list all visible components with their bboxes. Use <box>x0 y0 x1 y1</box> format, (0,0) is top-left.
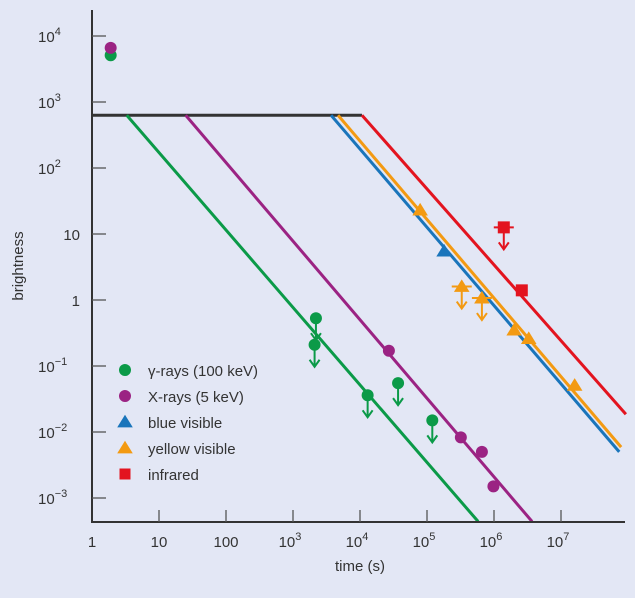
data-points <box>104 41 583 493</box>
blue-visible-model-line <box>329 114 621 453</box>
arrow-head <box>308 359 321 369</box>
x-rays-5-kev-data-point <box>382 344 395 357</box>
yellow-visible-data-point <box>453 279 470 292</box>
arrow-head <box>392 397 404 407</box>
infrared-data-point <box>497 221 510 234</box>
yellow-visible-data-point <box>520 331 537 345</box>
legend-yellow-visible-label: yellow visible <box>148 441 236 458</box>
legend-rays-100-kev-label: γ-rays (100 keV) <box>148 363 258 380</box>
y-tick-label: 10−2 <box>38 422 67 442</box>
rays-100-kev-data-point <box>308 338 321 351</box>
rays-100-kev-data-point <box>392 377 405 390</box>
legend-x-rays-5-kev-label: X-rays (5 keV) <box>148 389 244 406</box>
axes <box>91 10 625 523</box>
arrow-head <box>497 241 510 252</box>
x-tick-label: 107 <box>547 531 570 551</box>
x-tick-label: 10 <box>151 534 168 551</box>
legend-blue-visible-label: blue visible <box>148 415 222 432</box>
y-tick-label: 10−1 <box>38 356 67 376</box>
x-tick-label: 105 <box>413 531 436 551</box>
x-tick-label: 1 <box>88 534 96 551</box>
legend-blue-visible-marker <box>117 414 133 428</box>
rays-100-kev-data-point <box>361 389 374 402</box>
legend: γ-rays (100 keV) X-rays (5 keV) blue visib… <box>117 363 258 484</box>
x-tick-label: 106 <box>480 531 503 551</box>
rays-100-kev-model-line <box>125 114 480 523</box>
rays-100-kev-data-point <box>309 312 322 325</box>
blue-visible-data-point <box>436 243 452 257</box>
x-rays-5-kev-data-point <box>104 41 117 54</box>
model-lines <box>92 113 628 523</box>
yellow-visible-data-point <box>506 322 522 336</box>
infrared-model-line <box>360 114 628 416</box>
yellow-visible-data-point <box>566 378 583 391</box>
legend-x-rays-5-kev-marker <box>119 390 131 402</box>
y-axis-label: brightness <box>10 231 27 300</box>
x-rays-5-kev-data-point <box>487 480 500 493</box>
x-axis-label: time (s) <box>335 558 385 575</box>
rays-100-kev-data-point <box>426 414 439 427</box>
legend-yellow-visible-marker <box>117 440 133 454</box>
x-tick-label: 100 <box>213 534 238 551</box>
legend-infrared-marker <box>119 468 131 480</box>
x-rays-5-kev-data-point <box>475 445 488 458</box>
legend-infrared-label: infrared <box>148 467 199 484</box>
x-rays-5-kev-model-line <box>184 114 534 523</box>
arrow-head <box>476 312 488 322</box>
y-tick-label: 10−3 <box>38 488 67 508</box>
y-tick-label: 10 <box>63 227 80 244</box>
x-tick-label: 104 <box>346 531 369 551</box>
y-tick-label: 104 <box>38 26 61 46</box>
y-tick-label: 103 <box>38 92 61 112</box>
yellow-visible-data-point <box>412 202 428 216</box>
arrow-head <box>455 300 468 311</box>
infrared-data-point <box>515 284 528 297</box>
yellow-visible-data-point <box>474 290 490 304</box>
ticks: 1 10 100 103 104 105 106 10710410310210110−110−… <box>38 26 569 551</box>
yellow-visible-model-line <box>336 114 623 449</box>
x-rays-5-kev-data-point <box>454 431 467 444</box>
arrow-head <box>361 409 374 420</box>
arrow-head <box>426 434 439 445</box>
y-tick-label: 102 <box>38 158 61 178</box>
y-tick-label: 1 <box>72 293 80 310</box>
x-tick-label: 103 <box>279 531 302 551</box>
legend-rays-100-kev-marker <box>119 364 131 376</box>
